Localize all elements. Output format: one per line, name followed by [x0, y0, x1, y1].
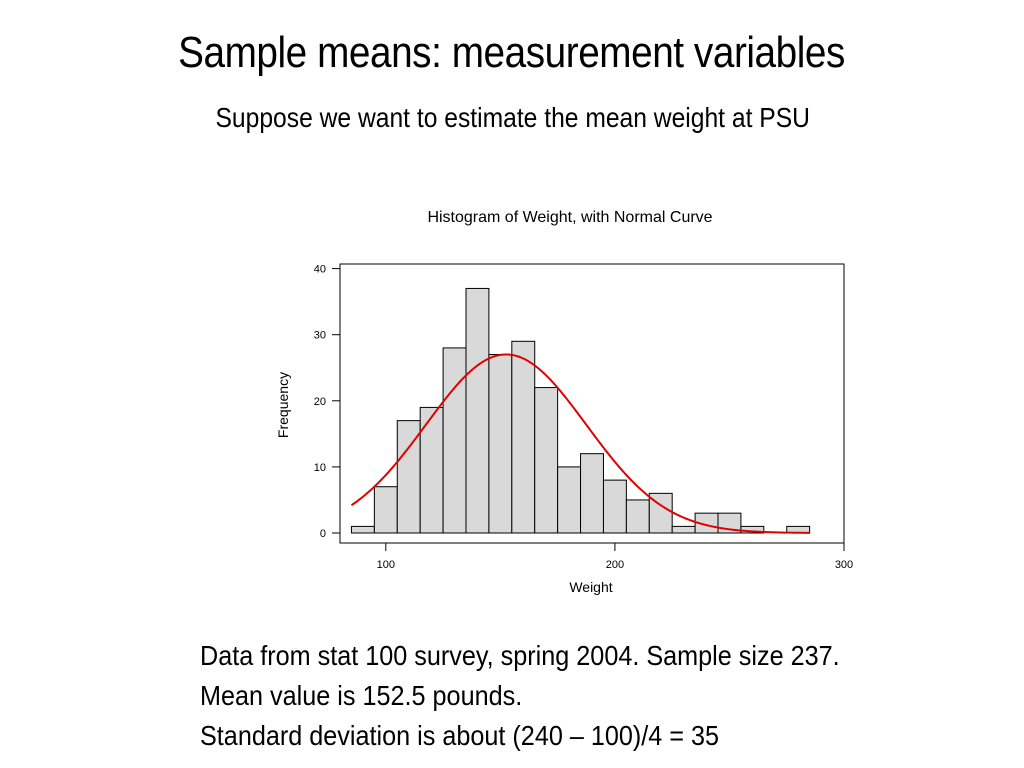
histogram-bars — [350, 287, 811, 534]
histogram-bar — [557, 466, 582, 534]
histogram-bar — [373, 486, 398, 534]
note-line-2: Mean value is 152.5 pounds. — [200, 680, 523, 711]
slide-title: Sample means: measurement variables — [178, 28, 845, 77]
histogram-bar — [534, 387, 559, 534]
notes: Data from stat 100 survey, spring 2004. … — [200, 636, 840, 756]
note-line-1: Data from stat 100 survey, spring 2004. … — [200, 640, 840, 671]
y-tick-label: 40 — [314, 264, 326, 276]
axis-ticks: 0 10 20 30 40 100 200 300 — [314, 264, 853, 571]
histogram-bar — [580, 453, 604, 534]
histogram-bar — [350, 525, 375, 534]
y-tick-label: 0 — [320, 528, 326, 540]
x-axis-label: Weight — [569, 579, 612, 595]
chart-title: Histogram of Weight, with Normal Curve — [427, 209, 712, 226]
y-axis-label: Frequency — [275, 372, 291, 438]
y-tick-label: 20 — [314, 396, 326, 408]
histogram-bar — [671, 525, 696, 534]
histogram-bar — [625, 499, 650, 534]
y-tick-label: 10 — [314, 462, 326, 474]
note-line-3: Standard deviation is about (240 – 100)/… — [200, 720, 720, 751]
weight-histogram-chart: Histogram of Weight, with Normal Curve F… — [275, 209, 853, 595]
x-tick-label: 100 — [377, 559, 395, 571]
histogram-bar — [442, 347, 467, 534]
histogram-bar — [602, 479, 627, 534]
histogram-bar — [465, 287, 490, 534]
x-tick-label: 200 — [606, 559, 624, 571]
histogram-bar — [511, 340, 536, 534]
slide-subtitle: Suppose we want to estimate the mean wei… — [215, 102, 810, 133]
y-tick-label: 30 — [314, 330, 326, 342]
normal-curve — [350, 353, 810, 534]
plot-frame — [339, 263, 845, 544]
x-tick-label: 300 — [835, 559, 853, 571]
histogram-bar — [488, 354, 513, 534]
